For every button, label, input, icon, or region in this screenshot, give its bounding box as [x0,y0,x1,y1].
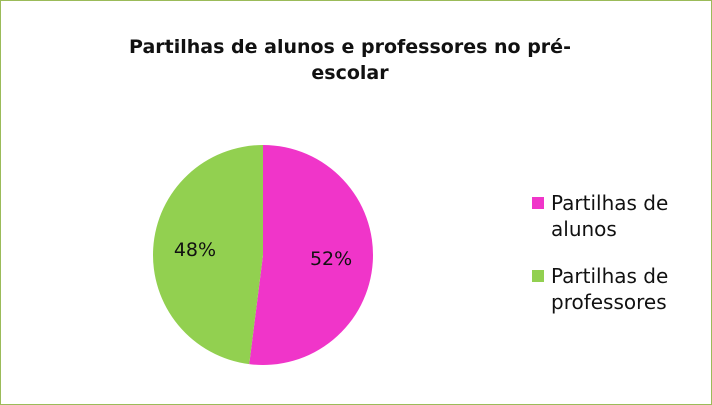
pie-slice [152,145,263,365]
legend-label: Partilhas de alunos [551,191,669,241]
legend-swatch [532,197,544,209]
legend-entry: Partilhas de professores [532,263,702,315]
data-label: 48% [174,239,216,261]
legend-label: Partilhas de professores [551,264,669,314]
chart-title: Partilhas de alunos e professores no pré… [129,36,571,84]
legend-entry: Partilhas de alunos [532,190,702,242]
legend-swatch [532,270,544,282]
pie-slice [249,145,373,365]
data-label: 52% [310,248,352,270]
